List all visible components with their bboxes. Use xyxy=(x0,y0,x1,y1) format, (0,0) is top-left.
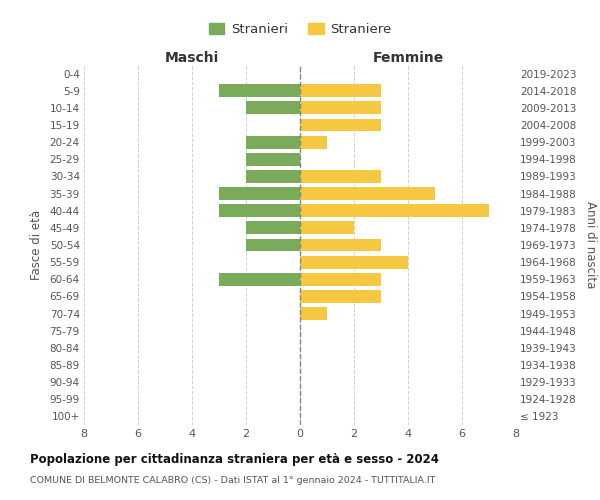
Bar xyxy=(219,84,300,97)
Bar xyxy=(246,102,300,114)
Bar xyxy=(300,256,408,268)
Bar xyxy=(300,204,489,217)
Bar xyxy=(300,136,327,148)
Bar xyxy=(219,187,300,200)
Text: Femmine: Femmine xyxy=(373,51,443,65)
Legend: Stranieri, Straniere: Stranieri, Straniere xyxy=(203,18,397,41)
Text: COMUNE DI BELMONTE CALABRO (CS) - Dati ISTAT al 1° gennaio 2024 - TUTTITALIA.IT: COMUNE DI BELMONTE CALABRO (CS) - Dati I… xyxy=(30,476,436,485)
Bar xyxy=(300,290,381,303)
Bar xyxy=(246,153,300,166)
Y-axis label: Anni di nascita: Anni di nascita xyxy=(584,202,597,288)
Bar xyxy=(300,222,354,234)
Bar xyxy=(300,187,435,200)
Bar xyxy=(300,273,381,285)
Y-axis label: Fasce di età: Fasce di età xyxy=(29,210,43,280)
Bar xyxy=(246,136,300,148)
Bar xyxy=(300,307,327,320)
Text: Popolazione per cittadinanza straniera per età e sesso - 2024: Popolazione per cittadinanza straniera p… xyxy=(30,452,439,466)
Bar xyxy=(246,238,300,252)
Bar xyxy=(246,222,300,234)
Bar xyxy=(300,118,381,132)
Bar xyxy=(219,273,300,285)
Bar xyxy=(246,170,300,183)
Bar xyxy=(300,238,381,252)
Text: Maschi: Maschi xyxy=(165,51,219,65)
Bar xyxy=(219,204,300,217)
Bar xyxy=(300,170,381,183)
Bar xyxy=(300,84,381,97)
Bar xyxy=(300,102,381,114)
